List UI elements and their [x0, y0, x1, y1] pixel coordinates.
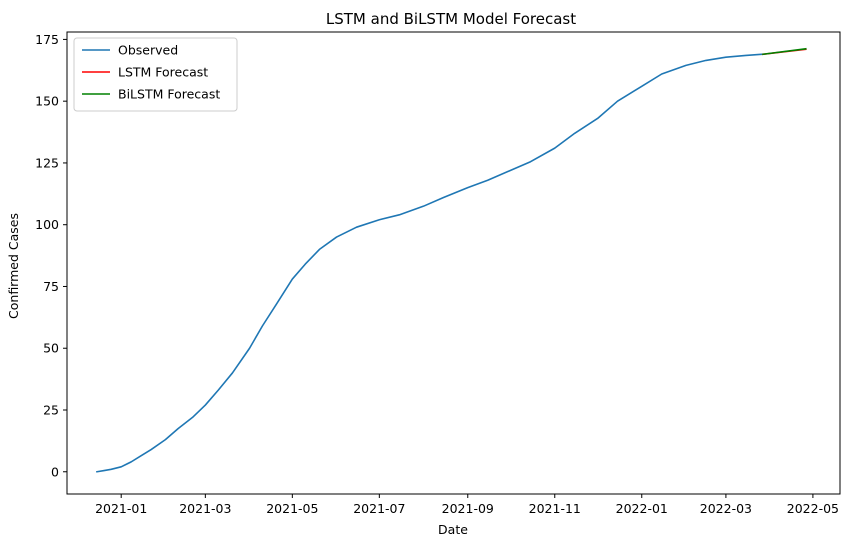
plot-frame [66, 31, 841, 495]
legend-box [73, 37, 238, 112]
y-tick-label: 75 [43, 279, 59, 294]
x-axis-title: Date [438, 522, 468, 537]
y-tick-label: 100 [35, 217, 59, 232]
y-axis-title: Confirmed Cases [6, 213, 21, 319]
legend-label-observed: Observed [118, 43, 178, 58]
x-tick-label: 2022-03 [700, 501, 752, 516]
x-tick-label: 2022-01 [616, 501, 668, 516]
series-bilstm-forecast-line [762, 47, 807, 56]
chart-title: LSTM and BiLSTM Model Forecast [326, 10, 576, 28]
y-axis: 0 25 50 75 100 125 150 175 [35, 32, 67, 479]
y-tick-label: 125 [35, 155, 59, 170]
series-observed-line [96, 53, 764, 473]
plot-area [66, 31, 841, 495]
y-tick-label: 0 [51, 464, 59, 479]
legend-label-lstm-forecast: LSTM Forecast [118, 65, 208, 80]
x-tick-label: 2021-09 [442, 501, 494, 516]
y-tick-label: 50 [43, 341, 59, 356]
legend-label-bilstm-forecast: BiLSTM Forecast [118, 87, 220, 102]
x-tick-label: 2021-07 [353, 501, 405, 516]
x-tick-label: 2021-03 [179, 501, 231, 516]
x-axis: 2021-01 2021-03 2021-05 2021-07 2021-09 2021-… [95, 494, 839, 516]
y-tick-label: 25 [43, 403, 59, 418]
x-tick-label: 2022-05 [787, 501, 839, 516]
series-layer [96, 47, 807, 473]
legend: Observed LSTM Forecast BiLSTM Forecast [73, 37, 238, 112]
y-tick-label: 150 [35, 94, 59, 109]
y-tick-label: 175 [35, 32, 59, 47]
x-tick-label: 2021-11 [529, 501, 581, 516]
x-tick-label: 2021-05 [266, 501, 318, 516]
x-tick-label: 2021-01 [95, 501, 147, 516]
